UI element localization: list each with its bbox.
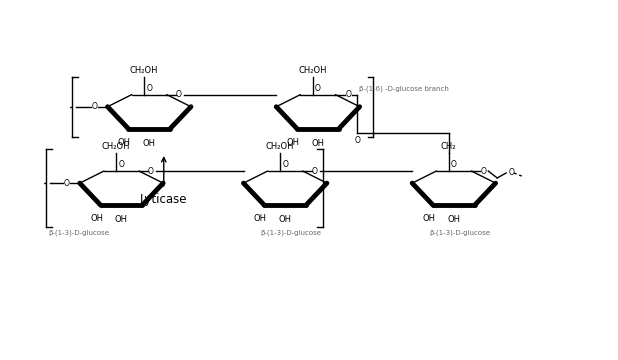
Text: OH: OH	[254, 214, 267, 223]
Text: OH: OH	[279, 215, 292, 224]
Text: OH: OH	[423, 214, 436, 223]
Text: β-(1-3)-D-glucose: β-(1-3)-D-glucose	[429, 230, 490, 237]
Text: CH₂OH: CH₂OH	[102, 142, 130, 151]
Text: Lyticase: Lyticase	[140, 193, 187, 206]
Text: OH: OH	[143, 139, 156, 148]
Text: O: O	[146, 84, 152, 93]
Text: O: O	[148, 167, 154, 176]
Text: O: O	[354, 136, 360, 145]
Text: β-(1-6) -D-glucose branch: β-(1-6) -D-glucose branch	[359, 85, 449, 92]
Text: OH: OH	[311, 139, 324, 148]
Text: OH: OH	[118, 138, 131, 147]
Text: O: O	[282, 160, 288, 169]
Text: O: O	[176, 90, 182, 99]
Text: O: O	[315, 84, 321, 93]
Text: β-(1-3)-D-glucose: β-(1-3)-D-glucose	[260, 230, 321, 237]
Text: O: O	[311, 167, 318, 176]
Text: OH: OH	[287, 138, 300, 147]
Text: O: O	[91, 102, 98, 111]
Text: CH₂OH: CH₂OH	[298, 66, 327, 75]
Text: O: O	[509, 168, 515, 177]
Text: OH: OH	[115, 215, 128, 224]
Text: CH₂OH: CH₂OH	[130, 66, 158, 75]
Text: O: O	[64, 179, 70, 188]
Text: OH: OH	[90, 214, 103, 223]
Text: CH₂: CH₂	[441, 142, 456, 151]
Text: O: O	[480, 167, 486, 176]
Text: β-(1-3)-D-glucose: β-(1-3)-D-glucose	[48, 230, 109, 237]
Text: O: O	[119, 160, 124, 169]
Text: O: O	[451, 160, 457, 169]
Text: O: O	[345, 90, 351, 99]
Text: OH: OH	[447, 215, 460, 224]
Text: CH₂OH: CH₂OH	[266, 142, 294, 151]
